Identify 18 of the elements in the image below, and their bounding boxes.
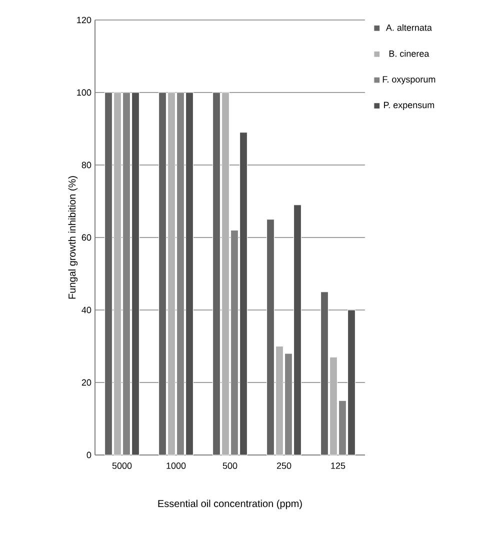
x-tick-label: 125 xyxy=(331,462,346,469)
legend-label: B. cinerea xyxy=(389,50,430,57)
legend-label: A. alternata xyxy=(386,24,432,31)
x-tick-label: 5000 xyxy=(112,462,132,469)
legend-label: F. oxysporum xyxy=(382,76,436,84)
y-tick-label: 80 xyxy=(82,162,92,168)
y-tick-label: 60 xyxy=(82,234,92,241)
x-tick-label: 500 xyxy=(222,462,238,469)
y-tick-label: 40 xyxy=(82,306,92,314)
legend-label: P. expensum xyxy=(384,102,434,110)
y-axis-title: Fungal growth inhibition (%) xyxy=(68,176,78,299)
x-axis-title: Essential oil concentration (ppm) xyxy=(158,500,302,510)
y-tick-label: 20 xyxy=(82,379,92,386)
y-tick-label: 100 xyxy=(77,89,92,96)
y-tick-label: 120 xyxy=(77,16,92,24)
x-tick-label: 250 xyxy=(276,462,292,469)
x-tick-label: 1000 xyxy=(166,462,186,469)
y-tick-label: 0 xyxy=(86,452,92,458)
